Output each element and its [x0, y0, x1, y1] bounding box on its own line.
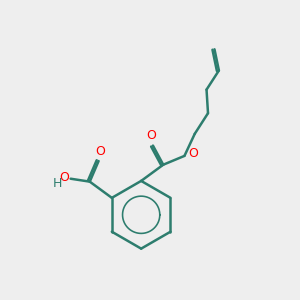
- Text: O: O: [146, 129, 156, 142]
- Text: O: O: [59, 171, 69, 184]
- Text: H: H: [53, 177, 62, 190]
- Text: O: O: [95, 145, 105, 158]
- Text: O: O: [188, 147, 198, 160]
